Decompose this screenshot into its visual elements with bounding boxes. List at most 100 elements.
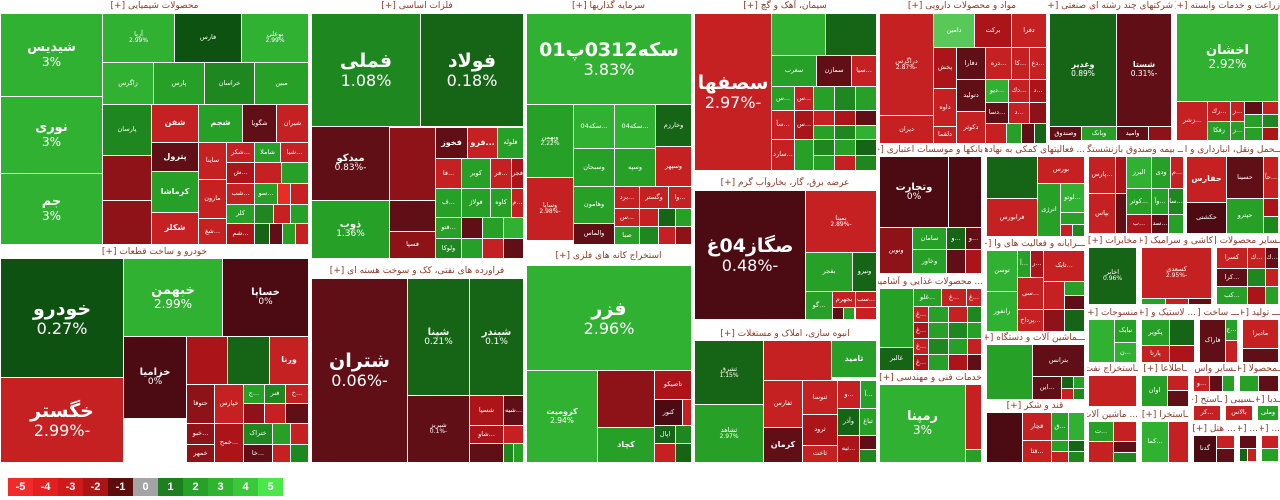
stock-tile[interactable] xyxy=(1007,124,1021,143)
stock-tile[interactable]: ...کر xyxy=(1194,406,1220,420)
stock-tile[interactable]: ورنا xyxy=(270,337,308,384)
stock-tile[interactable]: قچار xyxy=(1023,413,1051,440)
stock-tile[interactable] xyxy=(880,289,913,347)
stock-tile[interactable]: بپاس xyxy=(1089,194,1115,233)
stock-tile[interactable]: ...ز xyxy=(1231,122,1244,140)
stock-tile[interactable]: ...کب xyxy=(1217,287,1247,304)
stock-tile[interactable]: ...شب xyxy=(227,184,254,204)
stock-tile[interactable] xyxy=(1259,376,1278,391)
stock-tile[interactable] xyxy=(291,445,308,462)
stock-tile[interactable]: دفارا xyxy=(957,48,985,79)
stock-tile[interactable] xyxy=(462,239,482,258)
stock-tile[interactable] xyxy=(949,157,981,227)
stock-tile[interactable] xyxy=(772,14,825,55)
stock-tile[interactable]: نبایک xyxy=(1115,320,1136,342)
stock-tile[interactable]: اخابر 0.96% xyxy=(1089,248,1136,304)
stock-tile[interactable] xyxy=(1073,225,1084,236)
stock-tile[interactable]: ...کا xyxy=(1012,48,1029,79)
stock-tile[interactable] xyxy=(504,426,523,443)
stock-tile[interactable]: ...غ xyxy=(914,323,928,338)
stock-tile[interactable] xyxy=(856,156,876,170)
stock-tile[interactable]: ...گو xyxy=(806,292,832,319)
stock-tile[interactable] xyxy=(683,400,691,425)
stock-tile[interactable]: ...ج xyxy=(244,385,264,403)
stock-tile[interactable] xyxy=(640,227,658,244)
stock-tile[interactable] xyxy=(1035,124,1046,143)
stock-tile[interactable]: رمپنا 3% xyxy=(880,385,965,462)
stock-tile[interactable]: ...م xyxy=(1171,157,1183,188)
stock-tile[interactable] xyxy=(1069,452,1084,462)
stock-tile[interactable]: ...وا xyxy=(669,187,691,208)
stock-tile[interactable] xyxy=(1089,442,1113,462)
stock-tile[interactable]: پخش xyxy=(934,48,956,88)
stock-tile[interactable]: ...سارد xyxy=(772,140,794,170)
stock-tile[interactable] xyxy=(826,14,876,55)
stock-tile[interactable] xyxy=(1169,215,1183,233)
stock-tile[interactable]: شپنا 0.21% xyxy=(408,279,469,395)
stock-tile[interactable] xyxy=(1114,422,1136,441)
stock-tile[interactable]: مارون xyxy=(199,180,226,218)
sector-header[interactable]: عرضه برق، گاز، بخاروآب گرم [+] xyxy=(693,177,877,189)
stock-tile[interactable]: ...فر xyxy=(491,159,511,188)
stock-tile[interactable] xyxy=(987,157,1037,198)
stock-tile[interactable] xyxy=(814,140,834,155)
stock-tile[interactable]: خراسان xyxy=(205,63,254,104)
stock-tile[interactable]: ...شکر xyxy=(227,143,254,162)
stock-tile[interactable] xyxy=(814,87,834,110)
stock-tile[interactable] xyxy=(1142,299,1165,304)
stock-tile[interactable]: توسن xyxy=(987,251,1017,291)
stock-tile[interactable] xyxy=(1169,422,1188,462)
stock-tile[interactable]: ...شغ xyxy=(199,219,226,244)
stock-tile[interactable]: حکشتی xyxy=(1187,203,1226,233)
stock-tile[interactable] xyxy=(814,156,834,170)
stock-tile[interactable]: کرماشا xyxy=(152,172,198,212)
stock-tile[interactable]: ...و xyxy=(1194,376,1209,391)
stock-tile[interactable] xyxy=(659,209,675,226)
stock-tile[interactable]: ...خ xyxy=(286,385,308,403)
stock-tile[interactable]: کسعدی -2.95% xyxy=(1142,248,1211,298)
stock-tile[interactable] xyxy=(1030,103,1046,123)
stock-tile[interactable]: ...شاو xyxy=(470,426,503,443)
sector-header[interactable]: ـسیبی [+] xyxy=(1224,394,1254,406)
stock-tile[interactable] xyxy=(949,323,967,338)
stock-tile[interactable]: ختراک xyxy=(244,424,272,444)
stock-tile[interactable]: فارس xyxy=(175,14,241,62)
stock-tile[interactable] xyxy=(966,250,981,273)
stock-tile[interactable] xyxy=(1062,377,1073,388)
stock-tile[interactable] xyxy=(1243,349,1278,362)
stock-tile[interactable] xyxy=(1240,376,1258,391)
stock-tile[interactable] xyxy=(244,404,264,423)
stock-tile[interactable] xyxy=(390,201,435,231)
stock-tile[interactable]: ...سآ xyxy=(772,111,794,139)
stock-tile[interactable]: بالاس xyxy=(1226,406,1252,420)
stock-tile[interactable] xyxy=(390,128,435,200)
stock-tile[interactable]: ...شیه xyxy=(504,396,523,425)
stock-tile[interactable]: مبین xyxy=(255,63,308,104)
stock-tile[interactable] xyxy=(1248,269,1265,286)
stock-tile[interactable]: ...فتو xyxy=(436,218,461,238)
stock-tile[interactable]: ...سد xyxy=(1152,215,1168,233)
stock-tile[interactable]: ...غ xyxy=(914,339,928,354)
sector-header[interactable]: ... هتل [+] xyxy=(1192,423,1236,435)
sector-header[interactable]: فراورده های نفتی، کک و سوخت هسته ای [+] xyxy=(310,265,524,277)
stock-tile[interactable] xyxy=(291,205,308,223)
stock-tile[interactable]: ثشاهد 2.97% xyxy=(695,405,763,462)
stock-tile[interactable] xyxy=(255,224,269,244)
stock-tile[interactable]: ...ش xyxy=(227,163,254,183)
stock-tile[interactable]: وساپا -2.98% xyxy=(527,178,573,240)
stock-tile[interactable] xyxy=(949,355,967,370)
stock-tile[interactable]: دتولید xyxy=(957,80,985,111)
stock-tile[interactable]: زفکا xyxy=(1208,122,1230,140)
stock-tile[interactable] xyxy=(1245,128,1262,140)
stock-tile[interactable]: ثفارس xyxy=(764,381,802,427)
stock-tile[interactable] xyxy=(1263,102,1278,114)
stock-tile[interactable]: ...و xyxy=(838,381,860,408)
stock-tile[interactable]: ...ب xyxy=(1127,215,1151,233)
stock-tile[interactable]: وبهمن 2.22% xyxy=(527,105,573,177)
stock-tile[interactable]: ...م xyxy=(512,189,523,217)
stock-tile[interactable]: ...شم xyxy=(227,224,254,244)
stock-tile[interactable]: ...شیا xyxy=(281,143,308,162)
stock-tile[interactable] xyxy=(856,126,876,139)
sector-header[interactable]: خودرو و ساخت قطعات [+] xyxy=(0,246,309,258)
sector-header[interactable]: ـسایر محصولات [+] xyxy=(1215,235,1280,247)
